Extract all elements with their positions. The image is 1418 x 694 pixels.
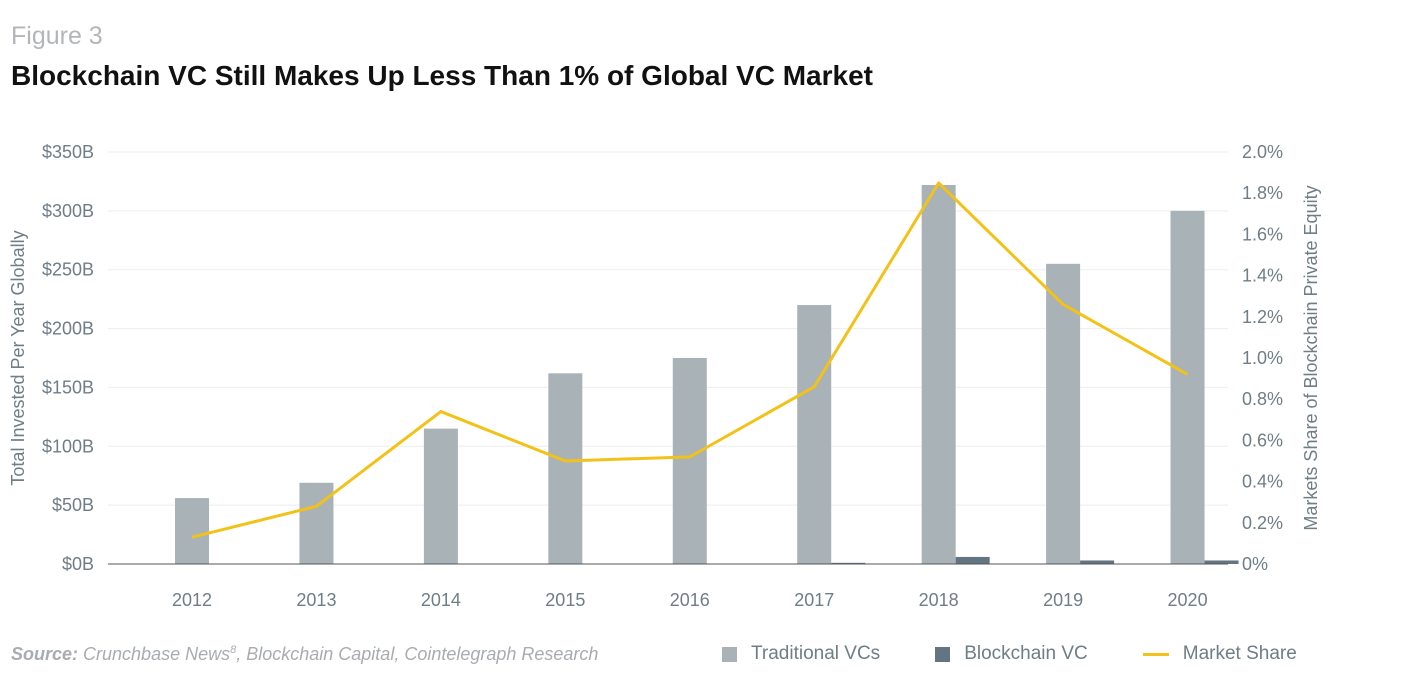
legend-swatch-share <box>1142 652 1169 656</box>
x-tick-label: 2013 <box>296 590 336 610</box>
source-text-1: Crunchbase News <box>78 644 231 664</box>
bar-blockchain <box>1080 560 1115 564</box>
y-tick-label: $150B <box>42 377 94 397</box>
bar-blockchain <box>1204 560 1239 564</box>
y2-tick-label: 1.6% <box>1242 224 1283 244</box>
y2-tick-label: 1.0% <box>1242 348 1283 368</box>
y-tick-label: $50B <box>52 495 94 515</box>
bar-blockchain <box>955 556 990 564</box>
legend-item-blockchain: Blockchain VC <box>935 643 1088 665</box>
y-tick-label: $250B <box>42 260 94 280</box>
legend-label-share: Market Share <box>1182 643 1297 664</box>
y-tick-label: $100B <box>42 436 94 456</box>
x-tick-label: 2014 <box>421 590 461 610</box>
x-tick-label: 2017 <box>794 590 834 610</box>
bar-traditional <box>1046 263 1081 564</box>
y2-tick-label: 0.6% <box>1242 430 1283 450</box>
y2-tick-label: 2.0% <box>1242 142 1283 162</box>
bar-traditional <box>299 482 334 564</box>
y-axis-title: Total Invested Per Year Globally <box>8 230 28 485</box>
legend-item-traditional: Traditional VCs <box>722 643 880 665</box>
bar-traditional <box>548 373 583 564</box>
market-share-layer <box>191 181 1189 539</box>
x-tick-label: 2015 <box>545 590 585 610</box>
bar-traditional <box>1170 210 1205 564</box>
legend: Traditional VCs Blockchain VC Market Sha… <box>722 643 1297 665</box>
y-tick-label: $0B <box>62 554 94 574</box>
source-footnote: 8 <box>230 644 237 656</box>
legend-item-share: Market Share <box>1142 643 1297 665</box>
grid-layer <box>108 151 1228 506</box>
figure-label: Figure 3 <box>11 22 103 50</box>
source-note: Source: Crunchbase News8, Blockchain Cap… <box>11 644 598 665</box>
chart-title: Blockchain VC Still Makes Up Less Than 1… <box>11 60 873 91</box>
y-tick-label: $200B <box>42 319 94 339</box>
y-tick-label: $300B <box>42 201 94 221</box>
legend-label-traditional: Traditional VCs <box>751 643 881 664</box>
x-axis-ticks: 2012 2013 2014 2015 2016 2017 2018 2019 2020 <box>172 590 1208 610</box>
y2-tick-label: 0% <box>1242 554 1268 574</box>
y2-tick-label: 1.8% <box>1242 183 1283 203</box>
bar-blockchain <box>831 562 866 564</box>
y2-tick-label: 0.4% <box>1242 472 1283 492</box>
x-tick-label: 2018 <box>919 590 959 610</box>
bar-traditional <box>423 428 458 564</box>
y2-tick-label: 0.8% <box>1242 389 1283 409</box>
legend-label-blockchain: Blockchain VC <box>964 643 1088 664</box>
x-tick-label: 2016 <box>670 590 710 610</box>
y-tick-label: $350B <box>42 142 94 162</box>
chart: $0B $50B $100B $150B $200B $250B $300B $350B 0%… <box>8 142 1321 610</box>
bar-traditional <box>672 358 707 564</box>
right-axis-ticks: 0% 0.2% 0.4% 0.6% 0.8% 1.0% 1.2% 1.4% 1.6% 1.8% 2.… <box>1242 142 1283 574</box>
left-axis-ticks: $0B $50B $100B $150B $200B $250B $300B $350B <box>42 142 94 574</box>
x-tick-label: 2020 <box>1168 590 1208 610</box>
legend-swatch-traditional <box>722 646 737 662</box>
legend-swatch-blockchain <box>935 646 951 662</box>
y2-tick-label: 0.2% <box>1242 513 1283 533</box>
source-text-2: , Blockchain Capital, Cointelegraph Rese… <box>236 644 599 664</box>
y2-axis-title: Markets Share of Blockchain Private Equi… <box>1301 185 1321 530</box>
x-tick-label: 2012 <box>172 590 212 610</box>
y2-tick-label: 1.4% <box>1242 266 1283 286</box>
source-label: Source: <box>11 644 79 664</box>
x-tick-label: 2019 <box>1043 590 1083 610</box>
bar-traditional <box>797 305 832 564</box>
bars-layer <box>175 184 1239 564</box>
bar-traditional <box>921 184 956 564</box>
bar-traditional <box>175 498 209 564</box>
y2-tick-label: 1.2% <box>1242 307 1283 327</box>
